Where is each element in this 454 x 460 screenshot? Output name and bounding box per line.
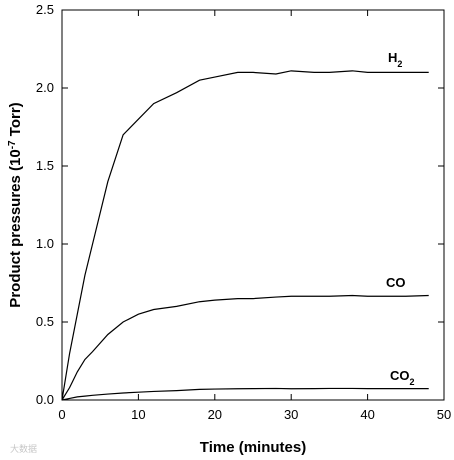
series-label-main: CO (386, 275, 406, 290)
plot-frame (61, 9, 445, 401)
x-tick-label: 50 (437, 407, 451, 422)
x-tick-label: 40 (360, 407, 374, 422)
y-tick-label: 0.0 (36, 392, 54, 407)
x-axis-ticks: 0 10 20 30 40 50 (58, 10, 451, 422)
watermark-text: 大数据 (10, 443, 37, 454)
y-tick-label: 2.0 (36, 80, 54, 95)
x-tick-label: 10 (131, 407, 145, 422)
y-tick-label: 0.5 (36, 314, 54, 329)
x-tick-label: 30 (284, 407, 298, 422)
series-label-main: CO (390, 368, 410, 383)
y-axis-title-tail: Torr) (7, 102, 24, 140)
series-lines (61, 70, 429, 401)
series-label-co2: CO2 (390, 368, 415, 387)
series-line-co2 (61, 387, 429, 401)
series-label-co: CO (386, 275, 406, 290)
y-axis-title: Product pressures (10-7 Torr) (7, 102, 25, 307)
series-label-main: H (388, 50, 397, 65)
x-tick-label: 0 (58, 407, 65, 422)
x-tick-label: 20 (208, 407, 222, 422)
series-line-h2 (61, 70, 429, 401)
y-axis-title-main: Product pressures (10 (7, 149, 24, 307)
y-tick-label: 2.5 (36, 2, 54, 17)
series-label-subscript: 2 (397, 59, 402, 69)
series-label-h2: H2 (388, 50, 402, 69)
y-tick-label: 1.5 (36, 158, 54, 173)
series-label-subscript: 2 (410, 377, 415, 387)
y-axis-title-superscript: -7 (7, 140, 18, 149)
x-axis-title: Time (minutes) (200, 439, 306, 456)
series-line-co (61, 294, 429, 401)
y-axis-ticks: 0.0 0.5 1.0 1.5 2.0 2.5 (36, 2, 444, 407)
y-tick-label: 1.0 (36, 236, 54, 251)
